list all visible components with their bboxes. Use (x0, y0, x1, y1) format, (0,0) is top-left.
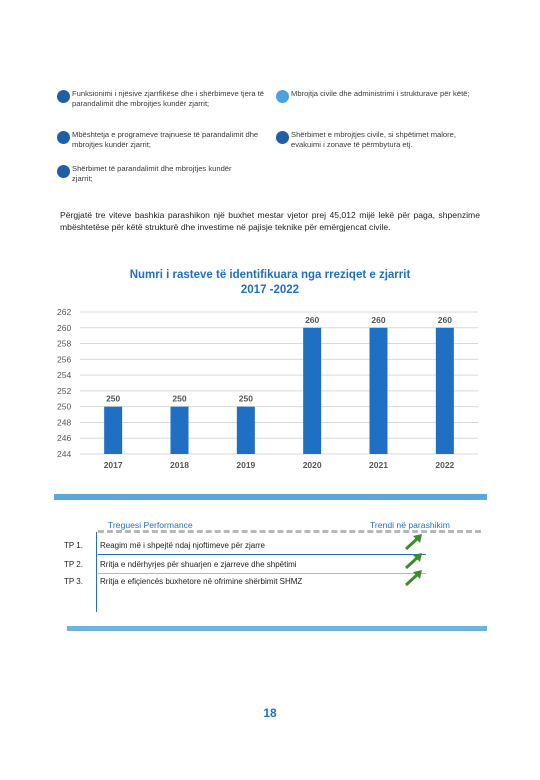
x-tick-label: 2019 (236, 460, 255, 470)
y-tick-label: 250 (57, 402, 71, 412)
y-tick-label: 246 (57, 433, 71, 443)
bullet-item: Shërbimet e mbrojtjes civile, si shpëtim… (276, 130, 476, 150)
bullet-text: Mbrojtja civile dhe administrimi i struk… (291, 89, 470, 98)
y-tick-label: 262 (57, 307, 71, 317)
data-label: 260 (438, 315, 452, 325)
data-label: 260 (305, 315, 319, 325)
bullet-item: Shërbimet të parandalimit dhe mbrojtjes … (57, 164, 237, 184)
table-row: TP 3. Rritja e efiçiencës buxhetore në o… (0, 570, 540, 590)
y-tick-label: 260 (57, 323, 71, 333)
bullet-item: Mbrojtja civile dhe administrimi i struk… (276, 89, 476, 103)
bullet-text: Funksionimi i njësive zjarrfikëse dhe i … (72, 89, 265, 108)
row-underline (98, 573, 426, 574)
bullet-dot-icon (276, 90, 289, 103)
y-tick-label: 254 (57, 370, 71, 380)
table-row: TP 2. Rritja e ndërhyrjes për shuarjen e… (0, 553, 540, 574)
bullet-text: Shërbimet të parandalimit dhe mbrojtjes … (72, 164, 232, 183)
fire-cases-bar-chart: 262 260 258 256 254 252 250 248 246 244 250 2017 250… (57, 307, 478, 470)
bullet-item: Mbështetja e programeve trajnuese të par… (57, 130, 267, 150)
table-row: TP 1. Reagim më i shpejtë ndaj njoftimev… (0, 534, 540, 555)
y-tick-label: 244 (57, 449, 71, 459)
indicator-text: Reagim më i shpejtë ndaj njoftimeve për … (100, 541, 265, 550)
row-underline (98, 554, 426, 555)
y-tick-label: 252 (57, 386, 71, 396)
page-number: 18 (263, 706, 277, 720)
indicator-code: TP 3. (64, 577, 83, 586)
chart-title: Numri i rasteve të identifikuara nga rre… (60, 268, 480, 298)
x-tick-label: 2022 (435, 460, 454, 470)
y-tick-label: 256 (57, 354, 71, 364)
bullet-dot-icon (57, 165, 70, 178)
budget-paragraph: Përgjatë tre viteve bashkia parashikon n… (60, 210, 480, 232)
x-tick-label: 2017 (104, 460, 123, 470)
x-tick-label: 2020 (303, 460, 322, 470)
bar (303, 327, 322, 454)
table-vertical-line (96, 532, 97, 612)
bullet-dot-icon (57, 90, 70, 103)
data-label: 250 (239, 394, 253, 404)
y-tick-label: 248 (57, 417, 71, 427)
table-header-trend: Trendi në parashikim (370, 520, 450, 530)
table-header-divider (98, 530, 481, 533)
bullet-text: Shërbimet e mbrojtjes civile, si shpëtim… (291, 130, 457, 149)
bullet-item: Funksionimi i njësive zjarrfikëse dhe i … (57, 89, 267, 109)
indicator-text: Rritja e ndërhyrjes për shuarjen e zjarr… (100, 560, 297, 569)
y-tick-label: 258 (57, 339, 71, 349)
indicator-code: TP 1. (64, 541, 83, 550)
trend-up-arrow-icon (404, 534, 422, 551)
bar (435, 327, 454, 454)
bar (236, 406, 255, 454)
bar (369, 327, 388, 454)
bullet-text: Mbështetja e programeve trajnuese të par… (72, 130, 259, 149)
bullet-dot-icon (57, 131, 70, 144)
chart-title-line1: Numri i rasteve të identifikuara nga rre… (129, 269, 411, 281)
trend-up-arrow-icon (404, 553, 422, 570)
bar (170, 406, 189, 454)
bar (104, 406, 123, 454)
x-tick-label: 2018 (170, 460, 189, 470)
indicator-text: Rritja e efiçiencës buxhetore në ofrimin… (100, 577, 303, 586)
table-header-indicator: Treguesi Performance (108, 520, 193, 530)
data-label: 250 (172, 394, 186, 404)
x-tick-label: 2021 (369, 460, 388, 470)
section-divider (54, 494, 487, 500)
trend-up-arrow-icon (404, 570, 422, 587)
bullet-dot-icon (276, 131, 289, 144)
data-label: 250 (106, 394, 120, 404)
chart-title-line2: 2017 -2022 (240, 284, 300, 296)
indicator-code: TP 2. (64, 560, 83, 569)
data-label: 260 (371, 315, 385, 325)
bottom-divider (67, 626, 487, 631)
